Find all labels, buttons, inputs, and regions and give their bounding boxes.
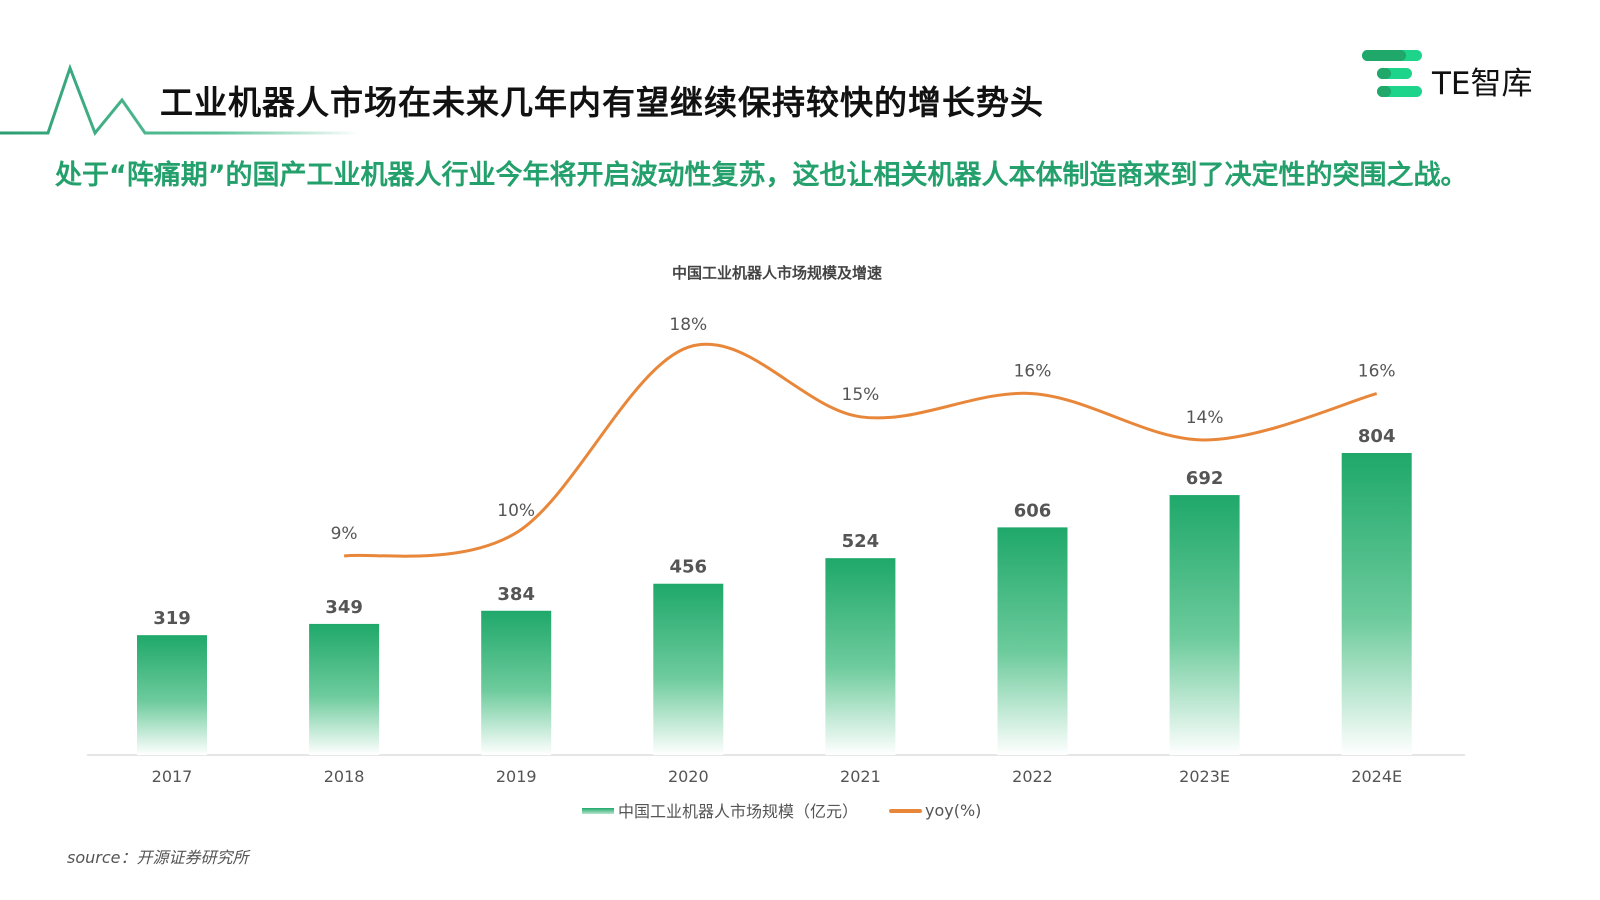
legend-swatch-line bbox=[889, 809, 922, 813]
bar-value-label: 804 bbox=[1358, 426, 1396, 447]
page-subtitle: 处于“阵痛期”的国产工业机器人行业今年将开启波动性复苏，这也让相关机器人本体制造… bbox=[55, 160, 1468, 191]
bar-value-label: 349 bbox=[325, 597, 363, 618]
brand-name: TE智库 bbox=[1432, 66, 1533, 102]
bar-value-label: 384 bbox=[497, 584, 535, 605]
pulse-decoration bbox=[0, 63, 360, 136]
yoy-value-label: 9% bbox=[331, 524, 358, 544]
bar-value-label: 606 bbox=[1014, 500, 1052, 521]
bar-2021 bbox=[825, 558, 896, 755]
bar-2020 bbox=[653, 583, 724, 755]
legend-label-line: yoy(%) bbox=[925, 801, 981, 820]
bar-2024E bbox=[1341, 453, 1412, 755]
bar-2023E bbox=[1169, 495, 1240, 755]
bar-value-label: 456 bbox=[670, 557, 708, 578]
bar-value-label: 319 bbox=[153, 608, 191, 629]
yoy-value-label: 15% bbox=[842, 385, 880, 405]
yoy-value-label: 10% bbox=[497, 501, 535, 521]
brand-logo-icon bbox=[1362, 50, 1422, 97]
x-tick-label: 2019 bbox=[496, 767, 537, 786]
x-tick-label: 2024E bbox=[1351, 767, 1402, 786]
x-tick-label: 2020 bbox=[668, 767, 709, 786]
yoy-value-label: 18% bbox=[669, 315, 707, 335]
x-tick-label: 2021 bbox=[840, 767, 881, 786]
page-title: 工业机器人市场在未来几年内有望继续保持较快的增长势头 bbox=[160, 83, 1044, 122]
yoy-line bbox=[343, 342, 1378, 558]
x-tick-label: 2023E bbox=[1179, 767, 1230, 786]
source-note: source：开源证券研究所 bbox=[67, 848, 249, 867]
legend-label-bar: 中国工业机器人市场规模（亿元） bbox=[618, 802, 858, 821]
x-tick-label: 2017 bbox=[152, 767, 193, 786]
chart-title: 中国工业机器人市场规模及增速 bbox=[672, 264, 882, 282]
yoy-value-label: 16% bbox=[1014, 362, 1052, 382]
legend-swatch-bar bbox=[582, 808, 614, 814]
x-tick-label: 2022 bbox=[1012, 767, 1053, 786]
bar-2017 bbox=[137, 635, 207, 755]
x-tick-label: 2018 bbox=[324, 767, 365, 786]
legend: 中国工业机器人市场规模（亿元） yoy(%) bbox=[582, 801, 981, 821]
bar-value-label: 524 bbox=[842, 531, 880, 552]
yoy-value-label: 16% bbox=[1358, 362, 1396, 382]
bar-2022 bbox=[997, 527, 1068, 755]
yoy-value-label: 14% bbox=[1186, 408, 1224, 428]
bar-value-label: 692 bbox=[1186, 468, 1224, 489]
bar-2019 bbox=[481, 610, 552, 755]
bar-2018 bbox=[309, 623, 380, 755]
